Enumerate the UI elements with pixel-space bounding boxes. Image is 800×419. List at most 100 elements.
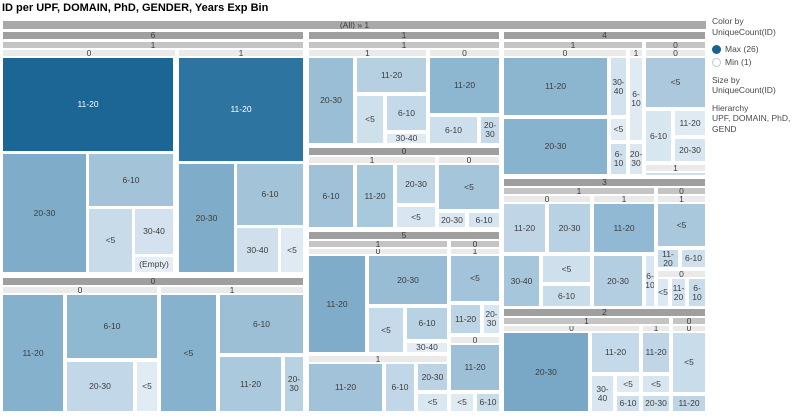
treemap-cell[interactable]: <5 — [438, 164, 500, 210]
treemap-cell[interactable]: 6-10 — [66, 294, 158, 359]
treemap-cell[interactable]: <5 — [645, 57, 706, 108]
treemap-cell[interactable]: 6-10 — [629, 57, 643, 141]
treemap-cell[interactable]: 30-40 — [406, 342, 448, 353]
treemap-header-phd[interactable]: 0 — [672, 317, 706, 325]
treemap-header-breadcrumb[interactable]: (All) » 1 — [2, 20, 707, 30]
treemap-cell[interactable]: 6-10 — [476, 393, 500, 412]
treemap-header-gender[interactable]: 1 — [593, 195, 655, 203]
treemap-cell[interactable]: 6-10 — [610, 143, 627, 175]
treemap-cell[interactable]: 30-40 — [503, 255, 540, 307]
treemap-header-gender[interactable]: 1 — [657, 195, 706, 203]
treemap-header-phd[interactable]: 1 — [503, 187, 655, 195]
treemap-header-gender[interactable]: 1 — [308, 49, 427, 57]
treemap-header-phd[interactable]: 1 — [308, 41, 500, 49]
treemap-cell[interactable]: 30-40 — [610, 57, 627, 116]
treemap-cell[interactable]: 6-10 — [308, 164, 354, 228]
treemap-header-phd[interactable]: 1 — [308, 240, 448, 248]
treemap-cell[interactable]: 20-30 — [438, 212, 466, 228]
treemap-cell[interactable]: 30-40 — [134, 208, 174, 255]
treemap-cell[interactable]: 20-30 — [642, 395, 670, 412]
treemap-cell[interactable]: 6-10 — [645, 255, 655, 307]
treemap-cell[interactable]: 11-20 — [591, 332, 640, 373]
treemap-cell[interactable]: <5 — [396, 206, 436, 228]
treemap-header-gender[interactable]: 1 — [642, 325, 670, 332]
treemap-cell[interactable]: 11-20 — [672, 395, 706, 412]
treemap-header-gender[interactable]: 1 — [178, 49, 304, 57]
treemap-header-gender[interactable]: 0 — [503, 325, 640, 332]
treemap-cell[interactable]: 30-40 — [591, 375, 614, 412]
treemap-cell[interactable]: 6-10 — [386, 95, 427, 131]
treemap-cell[interactable]: 20-30 — [480, 116, 500, 144]
treemap-cell[interactable]: 20-30 — [2, 153, 87, 273]
treemap-cell[interactable]: <5 — [280, 227, 304, 273]
treemap-header-domain[interactable]: 5 — [308, 231, 500, 240]
treemap-header-gender[interactable]: 0 — [429, 49, 500, 57]
treemap-cell[interactable]: 6-10 — [688, 278, 706, 307]
treemap-cell[interactable]: 11-20 — [356, 164, 394, 228]
treemap-header-phd[interactable]: 0 — [450, 240, 500, 248]
treemap-header-gender[interactable]: 0 — [2, 49, 176, 57]
treemap-cell[interactable]: 11-20 — [503, 203, 546, 253]
treemap-header-gender[interactable]: 1 — [308, 156, 436, 164]
treemap-header-gender[interactable]: 1 — [450, 248, 500, 255]
treemap-cell[interactable]: <5 — [657, 203, 706, 247]
treemap-cell[interactable]: 6-10 — [542, 285, 591, 307]
treemap-cell[interactable]: <5 — [610, 118, 627, 141]
treemap-cell[interactable]: 11-20 — [2, 57, 174, 152]
treemap-cell[interactable]: 11-20 — [219, 356, 282, 412]
treemap-cell[interactable]: 20-30 — [483, 304, 500, 334]
treemap-header-gender[interactable]: 1 — [629, 49, 643, 57]
treemap-cell[interactable]: 6-10 — [406, 307, 448, 340]
treemap-cell[interactable]: <5 — [160, 294, 217, 412]
treemap-cell[interactable]: 11-20 — [450, 344, 500, 391]
treemap-cell[interactable]: 6-10 — [429, 116, 478, 144]
treemap-cell[interactable]: <5 — [450, 255, 500, 302]
treemap-cell[interactable]: 11-20 — [178, 57, 304, 162]
treemap-header-gender[interactable]: 0 — [438, 156, 500, 164]
treemap-cell[interactable]: <5 — [657, 278, 669, 307]
treemap-cell[interactable]: 11-20 — [593, 203, 655, 253]
treemap-cell[interactable]: <5 — [450, 393, 474, 412]
treemap-cell[interactable]: 6-10 — [645, 110, 672, 162]
treemap-header-gender[interactable]: 0 — [450, 336, 500, 344]
treemap-cell[interactable]: 11-20 — [657, 249, 679, 268]
treemap-header-gender[interactable]: 1 — [308, 355, 448, 363]
treemap-cell[interactable]: 20-30 — [66, 361, 134, 412]
treemap-cell[interactable]: <5 — [356, 95, 384, 144]
treemap-cell[interactable]: 11-20 — [356, 57, 427, 93]
treemap-header-domain[interactable]: 0 — [308, 147, 500, 156]
treemap-header-phd[interactable]: 1 — [2, 41, 304, 49]
treemap-header-gender[interactable]: 0 — [672, 325, 706, 332]
treemap-cell[interactable]: 20-30 — [674, 138, 706, 162]
treemap-cell[interactable]: 11-20 — [503, 57, 608, 116]
treemap-cell[interactable]: 20-30 — [503, 332, 589, 412]
treemap-header-domain[interactable]: 0 — [2, 277, 304, 286]
treemap-cell[interactable]: 20-30 — [368, 255, 448, 305]
treemap-header-gender[interactable]: 0 — [645, 49, 706, 57]
treemap-cell[interactable]: 20-30 — [396, 164, 436, 204]
treemap-cell[interactable]: 6-10 — [88, 153, 174, 207]
treemap-cell[interactable]: (Empty) — [134, 256, 174, 273]
treemap-cell[interactable]: 11-20 — [674, 110, 706, 136]
treemap-cell[interactable]: 20-30 — [308, 57, 354, 144]
treemap-cell[interactable]: 6-10 — [385, 363, 415, 412]
treemap-cell[interactable]: 6-10 — [616, 395, 640, 412]
treemap-header-domain[interactable]: 3 — [503, 178, 706, 187]
treemap-header-domain[interactable]: 4 — [503, 31, 706, 40]
treemap-header-gender[interactable]: 0 — [2, 286, 158, 294]
treemap-cell[interactable]: 30-40 — [386, 133, 427, 144]
treemap-header-phd[interactable]: 1 — [503, 41, 643, 49]
treemap-header-gender[interactable]: 1 — [160, 286, 304, 294]
treemap-header-domain[interactable]: 2 — [503, 308, 706, 317]
treemap-cell[interactable]: 20-30 — [503, 118, 608, 175]
treemap-cell[interactable]: <5 — [136, 361, 158, 412]
treemap-cell[interactable]: 20-30 — [417, 363, 448, 391]
treemap-header-domain[interactable]: 6 — [2, 31, 304, 40]
treemap-cell[interactable]: 20-30 — [548, 203, 591, 253]
treemap-cell[interactable] — [645, 172, 706, 176]
treemap-header-phd[interactable]: 0 — [657, 187, 706, 195]
treemap-header-gender[interactable]: 0 — [657, 270, 706, 278]
treemap-cell[interactable]: 11-20 — [450, 304, 481, 334]
treemap-cell[interactable]: <5 — [88, 208, 133, 273]
treemap-cell[interactable]: 20-30 — [593, 255, 643, 307]
